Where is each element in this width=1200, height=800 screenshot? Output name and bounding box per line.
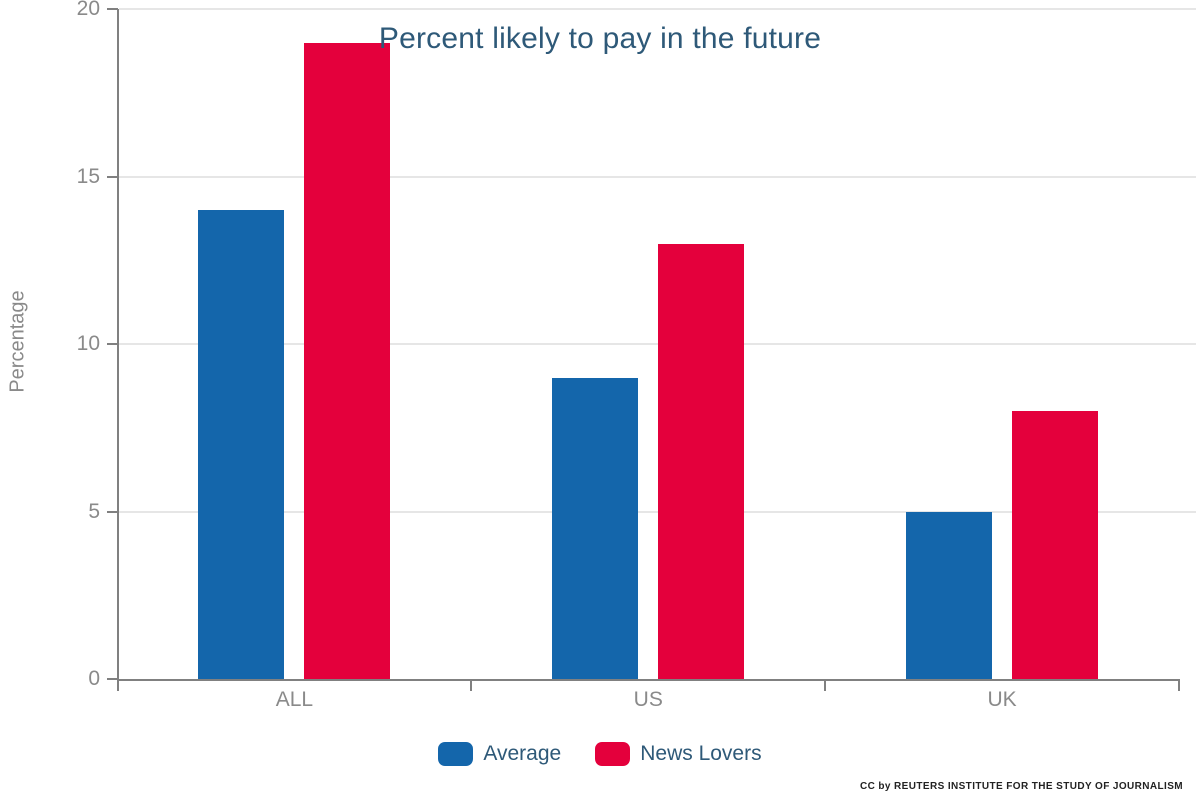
x-axis-label-all: ALL — [275, 688, 314, 711]
y-tick-mark-5 — [107, 510, 118, 513]
footer-credit: CC by REUTERS INSTITUTE FOR THE STUDY OF… — [859, 781, 1183, 792]
gridline-15 — [119, 175, 1196, 178]
y-tick-mark-0 — [107, 678, 118, 680]
y-tick-label-15: 15 — [76, 164, 100, 188]
y-axis-line — [117, 9, 119, 691]
bar-average-all[interactable] — [198, 210, 285, 679]
legend-label-average: Average — [483, 742, 562, 765]
legend-item-average[interactable]: Average — [438, 742, 561, 766]
y-tick-label-10: 10 — [76, 332, 100, 355]
legend-label-news-lovers: News Lovers — [640, 742, 762, 765]
bar-news-lovers-us[interactable] — [658, 243, 745, 679]
bar-average-uk[interactable] — [906, 511, 993, 679]
legend-swatch-average — [438, 742, 474, 766]
legend-swatch-news-lovers — [595, 742, 631, 766]
x-axis-label-uk: UK — [987, 688, 1017, 711]
legend: Average News Lovers — [0, 742, 1200, 766]
x-axis-label-us: US — [633, 688, 663, 711]
bar-news-lovers-all[interactable] — [304, 42, 391, 679]
gridline-10 — [119, 343, 1196, 345]
x-tick-mark-3 — [1178, 681, 1180, 691]
chart-title: Percent likely to pay in the future — [378, 22, 822, 55]
y-tick-label-20: 20 — [76, 0, 100, 20]
x-tick-mark-1 — [470, 681, 473, 691]
y-tick-label-0: 0 — [88, 667, 100, 690]
x-axis-line — [117, 679, 1180, 681]
legend-item-news-lovers[interactable]: News Lovers — [595, 742, 762, 766]
gridline-20 — [119, 8, 1196, 10]
y-tick-mark-15 — [107, 175, 118, 178]
x-tick-mark-2 — [824, 681, 827, 691]
bar-news-lovers-uk[interactable] — [1012, 411, 1099, 679]
y-tick-label-5: 5 — [88, 499, 100, 523]
gridline-5 — [119, 510, 1196, 513]
y-tick-mark-10 — [107, 343, 118, 345]
y-tick-mark-20 — [107, 8, 118, 10]
bar-average-us[interactable] — [552, 377, 639, 679]
